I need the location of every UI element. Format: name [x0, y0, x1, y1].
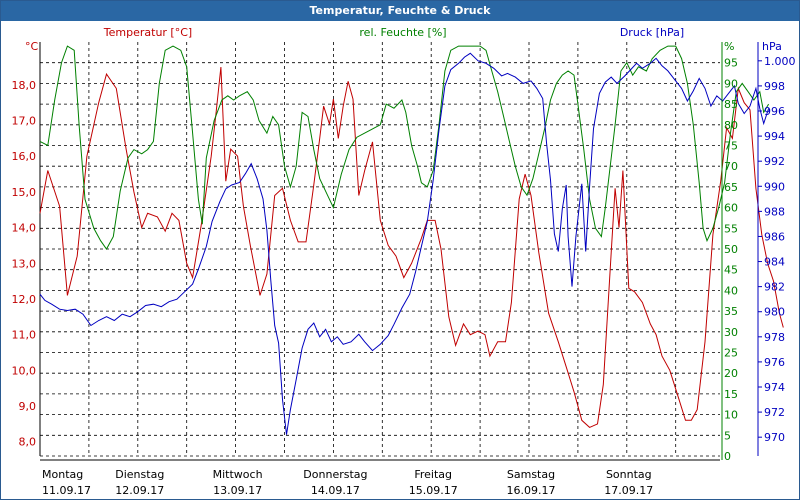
x-date-label: 16.09.17 [507, 484, 556, 497]
pressure-series-label: Druck [hPa] [620, 26, 684, 39]
pressure-tick-label: 992 [764, 155, 785, 168]
humidity-tick-label: 35 [724, 305, 738, 318]
pressure-tick-label: 984 [764, 256, 785, 269]
temperature-tick-label: 14,0 [12, 222, 37, 235]
x-date-label: 17.09.17 [604, 484, 653, 497]
temperature-tick-label: 12,0 [12, 293, 37, 306]
humidity-tick-label: 65 [724, 181, 738, 194]
humidity-tick-label: 25 [724, 347, 738, 360]
x-date-label: 12.09.17 [115, 484, 164, 497]
pressure-series-line [39, 52, 770, 435]
temperature-tick-label: 16,0 [12, 150, 37, 163]
pressure-tick-label: 976 [764, 356, 785, 369]
pressure-tick-label: 982 [764, 281, 785, 294]
pressure-tick-label: 986 [764, 230, 785, 243]
temperature-tick-label: 15,0 [12, 186, 37, 199]
pressure-tick-label: 996 [764, 105, 785, 118]
temperature-series-label: Temperatur [°C] [103, 26, 192, 39]
humidity-series-label: rel. Feuchte [%] [359, 26, 446, 39]
humidity-tick-label: 60 [724, 202, 738, 215]
x-day-label: Samstag [507, 468, 555, 481]
pressure-tick-label: 994 [764, 130, 785, 143]
temperature-tick-label: 9,0 [19, 400, 37, 413]
x-day-label: Montag [42, 468, 83, 481]
pressure-tick-label: 974 [764, 381, 785, 394]
temperature-tick-label: 18,0 [12, 79, 37, 92]
x-day-label: Mittwoch [213, 468, 263, 481]
pressure-tick-label: 978 [764, 331, 785, 344]
temperature-tick-label: 13,0 [12, 257, 37, 270]
humidity-tick-label: 90 [724, 77, 738, 90]
x-day-label: Dienstag [115, 468, 164, 481]
humidity-tick-label: 85 [724, 98, 738, 111]
temperature-tick-label: 17,0 [12, 115, 37, 128]
x-date-label: 11.09.17 [42, 484, 91, 497]
humidity-tick-label: 10 [724, 409, 738, 422]
x-date-label: 14.09.17 [311, 484, 360, 497]
x-date-label: 15.09.17 [409, 484, 458, 497]
x-day-label: Donnerstag [303, 468, 367, 481]
pressure-tick-label: 972 [764, 406, 785, 419]
temperature-tick-label: 11,0 [12, 329, 37, 342]
humidity-series-line [39, 45, 770, 250]
humidity-tick-label: 55 [724, 222, 738, 235]
humidity-axis-unit: % [724, 40, 734, 53]
humidity-tick-label: 80 [724, 119, 738, 132]
chart-title: Temperatur, Feuchte & Druck [1, 1, 799, 21]
pressure-tick-label: 1.000 [764, 55, 796, 68]
pressure-tick-label: 998 [764, 80, 785, 93]
humidity-tick-label: 0 [724, 450, 731, 463]
temperature-tick-label: 10,0 [12, 364, 37, 377]
humidity-tick-label: 5 [724, 429, 731, 442]
pressure-axis-unit: hPa [762, 40, 782, 53]
x-day-label: Sonntag [606, 468, 652, 481]
humidity-tick-label: 15 [724, 388, 738, 401]
humidity-tick-label: 20 [724, 367, 738, 380]
pressure-tick-label: 970 [764, 431, 785, 444]
humidity-tick-label: 75 [724, 140, 738, 153]
pressure-tick-label: 990 [764, 180, 785, 193]
pressure-tick-label: 980 [764, 306, 785, 319]
humidity-tick-label: 70 [724, 160, 738, 173]
x-day-label: Freitag [414, 468, 452, 481]
pressure-tick-label: 988 [764, 205, 785, 218]
humidity-tick-label: 30 [724, 326, 738, 339]
humidity-tick-label: 95 [724, 57, 738, 70]
humidity-tick-label: 40 [724, 284, 738, 297]
x-date-label: 13.09.17 [213, 484, 262, 497]
humidity-tick-label: 50 [724, 243, 738, 256]
temperature-axis-unit: °C [25, 40, 39, 53]
humidity-tick-label: 45 [724, 264, 738, 277]
temperature-tick-label: 8,0 [19, 436, 37, 449]
